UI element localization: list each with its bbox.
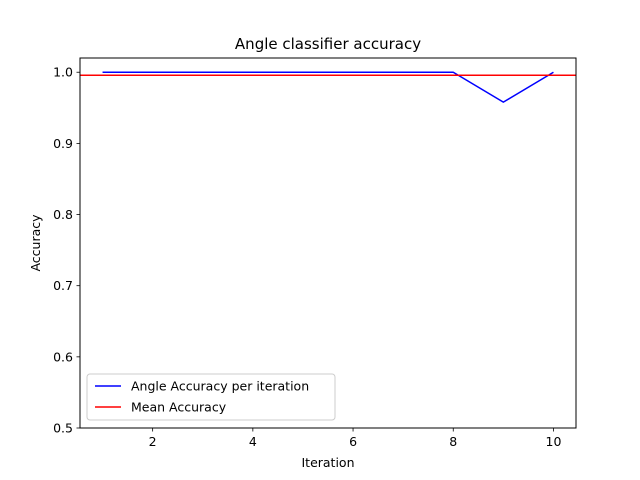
legend-label-mean-accuracy: Mean Accuracy <box>131 400 227 415</box>
x-tick-label: 4 <box>249 434 257 449</box>
y-tick-label: 1.0 <box>53 65 73 80</box>
y-axis-label: Accuracy <box>28 214 43 272</box>
legend-box <box>86 373 336 421</box>
y-tick-label: 0.7 <box>53 278 73 293</box>
x-tick-label: 6 <box>349 434 357 449</box>
plot-area <box>80 71 576 103</box>
axes-frame <box>79 57 577 429</box>
x-tick-label: 10 <box>546 434 562 449</box>
x-tick-label: 8 <box>449 434 457 449</box>
axis-ticks: 2 4 6 8 10 0.5 0.6 0.7 0.8 0.9 1.0 <box>53 65 561 449</box>
series-line-0 <box>102 71 554 103</box>
y-tick-label: 0.9 <box>53 136 73 151</box>
y-tick-label: 0.8 <box>53 207 73 222</box>
x-tick-label: 2 <box>149 434 157 449</box>
chart-title: Angle classifier accuracy <box>235 35 421 53</box>
x-axis-label: Iteration <box>301 455 354 470</box>
legend-label-angle-accuracy: Angle Accuracy per iteration <box>131 379 309 394</box>
legend: Angle Accuracy per iteration Mean Accura… <box>86 373 336 421</box>
y-tick-label: 0.5 <box>53 421 73 436</box>
y-tick-label: 0.6 <box>53 349 73 364</box>
